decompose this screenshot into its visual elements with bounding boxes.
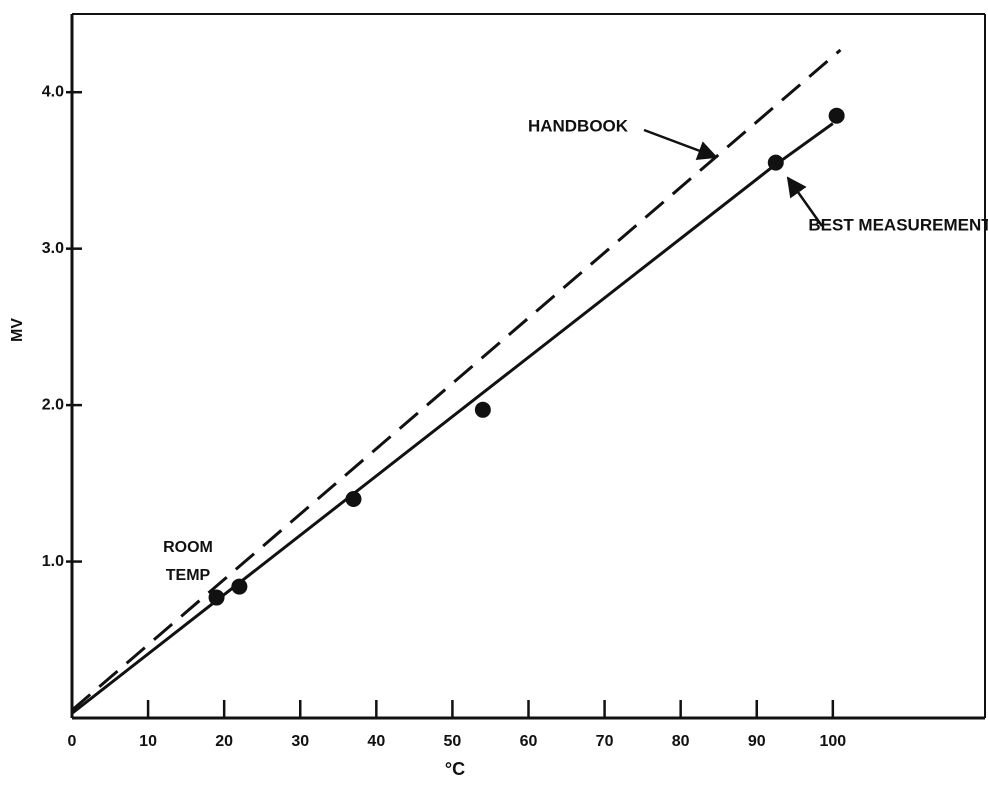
x-tick-label: 90 [748,733,766,750]
x-tick-label: 60 [520,733,538,750]
data-point [474,401,491,418]
x-tick-label: 50 [444,733,462,750]
arrow [786,176,824,227]
data-point [828,107,845,124]
x-tick-label: 100 [819,733,846,750]
y-tick-label: 1.0 [42,553,64,570]
data-point [231,578,248,595]
y-tick-label: 2.0 [42,396,64,413]
data-point [767,154,784,171]
annotation-handbook: HANDBOOK [528,116,629,135]
x-tick-label: 30 [291,733,309,750]
x-tick-label: 40 [367,733,385,750]
y-tick-label: 4.0 [42,83,64,100]
line [71,48,842,712]
annotation-temp: TEMP [166,567,211,584]
x-tick-label: 0 [68,733,77,750]
x-tick-label: 10 [139,733,157,750]
x-tick-label: 80 [672,733,690,750]
line [71,122,834,715]
x-axis-label: °C [445,759,465,779]
y-axis-label: MV [9,318,26,342]
annotation-room: ROOM [163,539,213,556]
annotation-best: BEST MEASUREMENT [808,215,988,234]
arrow [643,128,718,161]
x-tick-label: 20 [215,733,233,750]
data-point [208,589,225,606]
data-point [345,490,362,507]
y-tick-label: 3.0 [42,240,64,257]
x-tick-label: 70 [596,733,614,750]
